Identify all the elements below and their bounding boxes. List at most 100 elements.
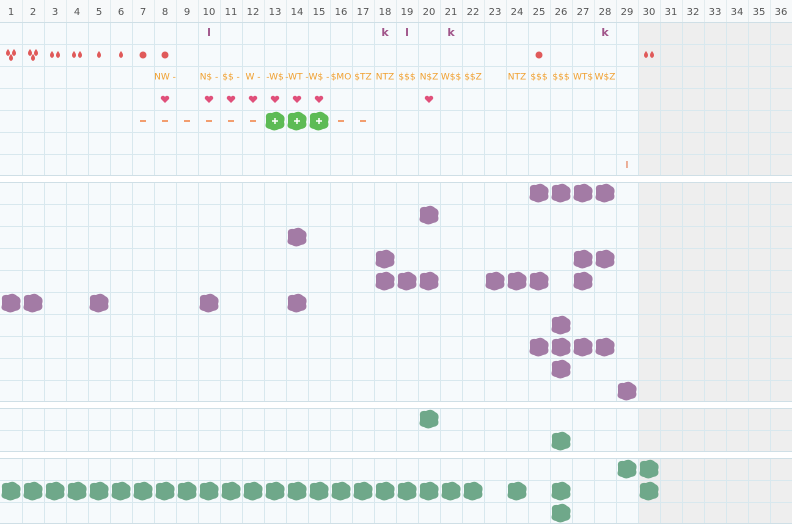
mark: I — [626, 160, 629, 171]
purple-blob — [573, 337, 593, 357]
blob-shape — [199, 481, 219, 501]
blob-shape — [573, 337, 593, 357]
column-number: 6 — [118, 7, 124, 18]
blob-shape — [243, 481, 263, 501]
heart-icon — [248, 95, 258, 103]
column-number: 3 — [52, 7, 58, 18]
column-number: 9 — [184, 7, 190, 18]
green-blob — [507, 481, 527, 501]
blob-shape — [595, 183, 615, 203]
meal-code: $$Z — [464, 73, 482, 83]
blob-shape — [551, 431, 571, 451]
green-blob — [397, 481, 417, 501]
meal-code: W - — [245, 73, 260, 83]
column-number: 32 — [687, 7, 700, 18]
green-blob — [551, 431, 571, 451]
column-number: 12 — [247, 7, 260, 18]
column-number: 1 — [8, 7, 14, 18]
drop-icon — [644, 51, 648, 58]
blob-shape — [1, 293, 21, 313]
purple-blob — [397, 271, 417, 291]
purple-blob — [551, 337, 571, 357]
heart-icon — [270, 95, 280, 103]
dot-icon — [535, 51, 543, 59]
blob-shape — [375, 481, 395, 501]
meal-code: W$ - — [309, 73, 330, 83]
column-number: 5 — [96, 7, 102, 18]
blob-shape — [23, 293, 43, 313]
blob-shape — [309, 481, 329, 501]
purple-blob — [23, 293, 43, 313]
purple-blob — [551, 359, 571, 379]
column-number: 17 — [357, 7, 370, 18]
column-number: 18 — [379, 7, 392, 18]
meal-code: $MO — [331, 73, 352, 83]
drop-icon — [28, 49, 32, 56]
blob-shape — [529, 271, 549, 291]
column-number: 24 — [511, 7, 524, 18]
column-number: 28 — [599, 7, 612, 18]
green-blob — [419, 409, 439, 429]
green-blob — [133, 481, 153, 501]
purple-blob — [551, 183, 571, 203]
blob-shape — [551, 337, 571, 357]
green-blob — [199, 481, 219, 501]
dot-icon — [139, 51, 147, 59]
meal-code: $$$ — [398, 73, 415, 83]
drop-icon — [31, 54, 35, 61]
purple-blob — [375, 271, 395, 291]
purple-blob — [375, 249, 395, 269]
blob-shape — [529, 183, 549, 203]
blob-shape — [397, 481, 417, 501]
blob-shape — [551, 481, 571, 501]
green-blob — [419, 481, 439, 501]
dot-icon — [161, 51, 169, 59]
blob-shape — [573, 249, 593, 269]
purple-blob — [419, 271, 439, 291]
drop-icon — [119, 51, 123, 58]
green-blob — [155, 481, 175, 501]
plus-sign — [272, 118, 278, 124]
green-blob — [375, 481, 395, 501]
column-number: 7 — [140, 7, 146, 18]
blob-shape — [595, 337, 615, 357]
drop-icon — [6, 49, 10, 56]
heart-icon — [314, 95, 324, 103]
blob-shape — [331, 481, 351, 501]
green-blob — [639, 481, 659, 501]
drop-icon — [78, 51, 82, 58]
purple-blob — [1, 293, 21, 313]
column-number: 8 — [162, 7, 168, 18]
purple-blob — [199, 293, 219, 313]
purple-blob — [595, 183, 615, 203]
blob-shape — [375, 249, 395, 269]
purple-blob — [529, 337, 549, 357]
plus-sign — [294, 118, 300, 124]
blob-shape — [133, 481, 153, 501]
blob-shape — [353, 481, 373, 501]
blob-shape — [507, 271, 527, 291]
blob-shape — [617, 381, 637, 401]
green-blob — [221, 481, 241, 501]
meal-code: -WT - — [285, 73, 308, 83]
column-number: 22 — [467, 7, 480, 18]
column-number: 2 — [30, 7, 36, 18]
column-number: 10 — [203, 7, 216, 18]
plus-sign — [316, 118, 322, 124]
blob-shape — [573, 271, 593, 291]
green-blob — [265, 481, 285, 501]
letter: k — [447, 26, 455, 39]
blob-shape — [551, 315, 571, 335]
green-blob — [67, 481, 87, 501]
blob-shape — [89, 293, 109, 313]
heart-icon — [292, 95, 302, 103]
meal-code: NW - — [154, 73, 176, 83]
purple-blob — [485, 271, 505, 291]
purple-blob — [287, 227, 307, 247]
green-blob — [89, 481, 109, 501]
purple-blob — [617, 381, 637, 401]
column-number: 31 — [665, 7, 678, 18]
blob-shape — [419, 205, 439, 225]
